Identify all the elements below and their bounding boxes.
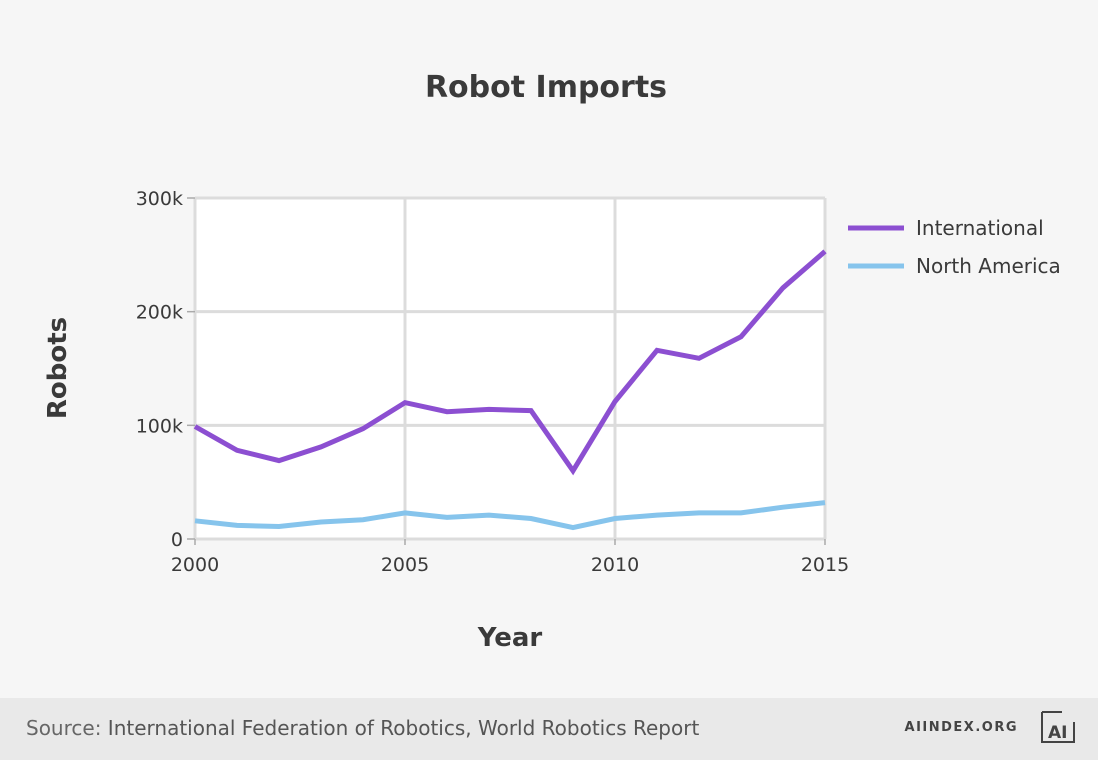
y-tick-label: 300k <box>136 188 183 210</box>
x-tick-label: 2005 <box>381 554 429 576</box>
series-line-north-america <box>194 500 826 531</box>
source-line: Source: International Federation of Robo… <box>26 716 699 740</box>
logo-text: AI <box>1048 723 1067 743</box>
y-tick-label: 100k <box>136 415 183 437</box>
legend-label: International <box>916 216 1044 240</box>
x-tick-label: 2010 <box>591 554 639 576</box>
y-tick-label: 200k <box>136 302 183 324</box>
chart-title: Robot Imports <box>425 70 667 105</box>
footer: Source: International Federation of Robo… <box>0 698 1098 760</box>
grid-lines <box>193 196 827 541</box>
ai-index-logo-icon: AI <box>1041 711 1075 743</box>
x-axis-ticks: 2000 2005 2010 2015 <box>171 539 849 576</box>
plot-background <box>195 198 825 539</box>
x-tick-label: 2015 <box>801 554 849 576</box>
series-layer <box>193 249 827 531</box>
legend: International North America <box>848 216 1061 278</box>
source-text: International Federation of Robotics, Wo… <box>107 716 700 740</box>
plot-area <box>195 198 825 539</box>
y-axis-label: Robots <box>43 317 73 419</box>
x-axis-label: Year <box>477 623 543 653</box>
series-line-international <box>193 249 827 476</box>
y-axis-ticks: 0 100k 200k 300k <box>136 188 195 551</box>
x-tick-label: 2000 <box>171 554 219 576</box>
chart: Robot Imports 0 100k 200k 300k 2000 2005 2010… <box>43 70 1061 653</box>
y-tick-label: 0 <box>171 529 183 551</box>
source-label: Source: <box>26 716 102 740</box>
legend-label: North America <box>916 254 1061 278</box>
brand-link[interactable]: AIINDEX.ORG <box>904 720 1018 735</box>
